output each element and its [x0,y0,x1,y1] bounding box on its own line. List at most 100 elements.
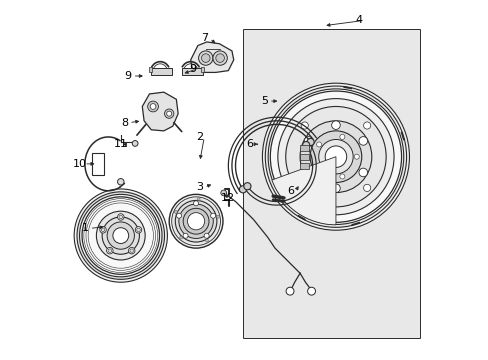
Circle shape [117,179,124,185]
Circle shape [363,184,370,192]
Circle shape [306,138,313,145]
Circle shape [301,122,308,129]
Circle shape [353,154,359,159]
Circle shape [304,168,312,177]
Bar [148,67,152,72]
Circle shape [262,83,408,230]
Circle shape [74,189,167,282]
Circle shape [100,226,106,233]
Circle shape [205,239,208,242]
Circle shape [183,208,208,234]
Circle shape [77,192,164,279]
Text: 1: 1 [81,224,88,233]
Text: 4: 4 [355,15,362,26]
Circle shape [307,287,315,295]
Circle shape [169,194,223,248]
Circle shape [267,89,403,225]
Circle shape [316,142,321,147]
Circle shape [331,184,340,193]
Bar [201,67,204,72]
Circle shape [221,190,226,196]
Circle shape [164,109,174,118]
Circle shape [102,217,139,254]
Circle shape [183,233,188,238]
Circle shape [166,111,171,116]
Circle shape [270,91,401,222]
Circle shape [277,99,393,215]
Circle shape [244,183,250,190]
Circle shape [198,51,212,65]
Circle shape [80,194,162,277]
Circle shape [117,214,124,220]
Bar [300,154,308,160]
Polygon shape [190,42,233,72]
Text: 5: 5 [260,96,267,106]
Circle shape [302,141,309,149]
Circle shape [358,136,367,145]
Text: 2: 2 [196,132,203,142]
Circle shape [212,51,227,65]
Circle shape [171,197,220,246]
Polygon shape [142,92,178,131]
Circle shape [318,139,352,174]
Bar [300,163,308,169]
Bar [182,68,202,75]
Circle shape [239,186,246,193]
Text: 6: 6 [287,186,294,196]
Circle shape [203,233,209,238]
Text: 10: 10 [72,159,86,169]
Circle shape [107,222,134,249]
Circle shape [210,213,215,218]
Circle shape [197,198,200,201]
Circle shape [285,107,386,207]
Circle shape [82,197,159,274]
Bar [300,145,308,151]
Circle shape [130,249,133,252]
Circle shape [201,54,210,62]
Circle shape [301,184,308,192]
Circle shape [150,104,156,109]
Circle shape [216,215,219,218]
Circle shape [179,204,213,238]
Circle shape [339,174,344,179]
Circle shape [339,134,344,139]
Circle shape [316,166,321,171]
Text: 11: 11 [114,139,127,149]
Text: 8: 8 [121,118,128,128]
Circle shape [135,226,142,233]
Circle shape [304,136,312,145]
Circle shape [113,228,128,243]
Circle shape [285,287,293,295]
Circle shape [300,121,371,193]
Bar [151,68,172,75]
Wedge shape [271,157,335,225]
Text: 3: 3 [196,182,203,192]
Text: 9: 9 [188,64,196,74]
Circle shape [174,211,177,213]
Circle shape [179,236,182,239]
Circle shape [363,122,370,129]
Circle shape [265,86,406,227]
Circle shape [147,101,158,112]
Circle shape [137,228,140,231]
Text: 7: 7 [201,33,208,43]
Circle shape [215,54,224,62]
Bar [242,30,419,338]
Circle shape [175,201,217,242]
Circle shape [132,140,138,146]
Bar [92,153,103,175]
Circle shape [101,228,104,231]
Circle shape [96,211,145,260]
Text: 12: 12 [221,193,235,203]
Text: 6: 6 [246,139,253,149]
Circle shape [128,247,135,254]
Circle shape [325,146,346,167]
Circle shape [187,213,204,230]
Text: 9: 9 [124,71,131,81]
Circle shape [358,168,367,177]
Circle shape [176,213,181,218]
Circle shape [108,249,111,252]
Circle shape [309,131,361,183]
Circle shape [119,215,122,219]
Circle shape [106,247,113,254]
